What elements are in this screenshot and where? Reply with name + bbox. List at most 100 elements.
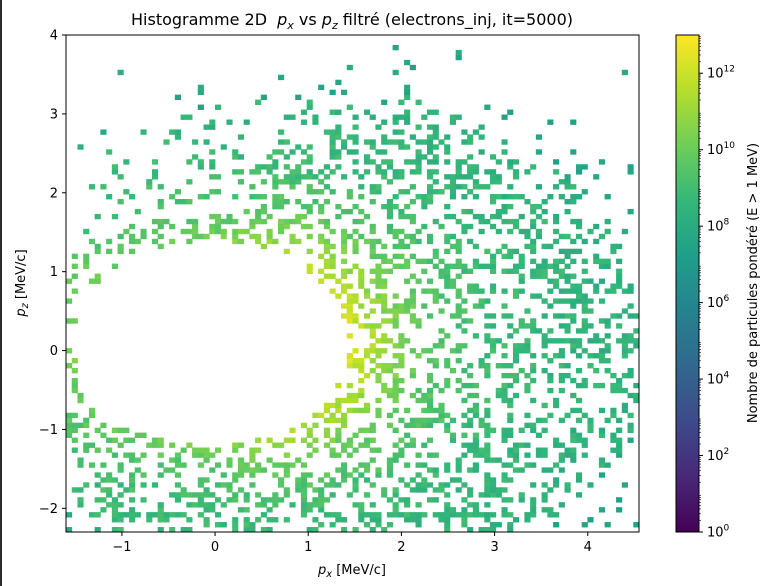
histogram-cell (455, 54, 462, 61)
histogram-cell (547, 507, 554, 513)
histogram-cell (444, 462, 451, 468)
histogram-cell (507, 527, 514, 532)
histogram-cell (306, 452, 313, 458)
histogram-cell (335, 278, 342, 284)
histogram-cell (472, 263, 479, 269)
histogram-cell (329, 243, 336, 250)
histogram-cell (381, 333, 388, 339)
histogram-cell (169, 223, 176, 230)
histogram-cell (386, 268, 394, 274)
histogram-cell (214, 104, 222, 110)
histogram-cell (564, 487, 571, 493)
histogram-cell (295, 238, 302, 245)
histogram-cell (421, 512, 428, 518)
histogram-cell (604, 228, 611, 235)
histogram-cell (266, 164, 273, 170)
histogram-cell (71, 318, 78, 324)
histogram-cell (203, 517, 210, 523)
histogram-cell (346, 358, 353, 364)
histogram-cell (237, 154, 245, 160)
histogram-cell (123, 159, 130, 165)
histogram-cell (426, 402, 434, 409)
histogram-cell (392, 139, 399, 145)
histogram-cell (558, 338, 565, 344)
histogram-cell (604, 318, 611, 324)
histogram-cell (341, 208, 348, 215)
histogram-cell (461, 208, 468, 215)
histogram-cell (587, 278, 594, 284)
y-axis-sub: z (20, 302, 31, 309)
histogram-cell (375, 263, 382, 269)
histogram-cell (444, 382, 451, 389)
histogram-cell (266, 497, 273, 503)
histogram-cell (432, 512, 439, 518)
histogram-cell (214, 174, 222, 180)
histogram-cell (598, 318, 606, 324)
histogram-cell (472, 288, 479, 294)
histogram-cell (278, 462, 285, 468)
histogram-cell (197, 89, 204, 96)
histogram-cell (352, 392, 359, 399)
histogram-cell (570, 427, 577, 433)
histogram-cell (404, 84, 411, 91)
histogram-cell (283, 437, 290, 443)
histogram-cell (484, 442, 491, 448)
histogram-cell (272, 159, 279, 165)
histogram-cell (392, 487, 399, 493)
histogram-cell (300, 159, 308, 165)
histogram-cell (621, 348, 628, 354)
histogram-cell (255, 164, 262, 170)
histogram-cell (358, 502, 365, 508)
histogram-cell (300, 462, 308, 468)
histogram-cell (329, 402, 336, 409)
histogram-cell (392, 363, 399, 369)
histogram-cell (621, 228, 628, 235)
histogram-cell (535, 228, 542, 235)
histogram-cell (444, 467, 451, 473)
histogram-cell (100, 477, 107, 483)
histogram-cell (260, 502, 267, 508)
histogram-cell (398, 387, 405, 394)
histogram-cell (363, 402, 371, 409)
histogram-cell (180, 447, 187, 453)
histogram-cell (621, 387, 628, 394)
histogram-cell (564, 253, 571, 260)
histogram-cell (381, 243, 388, 250)
histogram-cell (146, 442, 153, 448)
histogram-cell (300, 502, 308, 508)
histogram-cell (530, 258, 537, 265)
histogram-cell (369, 323, 376, 329)
histogram-cell (66, 422, 73, 429)
histogram-cell (575, 417, 583, 424)
histogram-cell (386, 164, 394, 170)
histogram-cell (495, 174, 502, 180)
histogram-cell (111, 527, 118, 532)
histogram-cell (432, 363, 439, 369)
histogram-cell (214, 189, 222, 195)
histogram-cell (449, 437, 457, 443)
histogram-cell (535, 328, 542, 334)
histogram-cell (415, 278, 422, 284)
histogram-cell (363, 512, 371, 518)
histogram-cell (363, 238, 371, 245)
histogram-cell (404, 442, 411, 448)
histogram-cell (169, 442, 176, 448)
x-tick-label: 3 (490, 540, 498, 555)
histogram-cell (518, 253, 525, 260)
histogram-cell (318, 477, 325, 483)
histogram-cell (547, 278, 554, 284)
histogram-cell (352, 502, 359, 508)
histogram-cell (455, 238, 462, 245)
histogram-cell (558, 417, 565, 424)
histogram-cell (490, 154, 497, 160)
y-axis-var: p (14, 308, 29, 317)
histogram-cell (518, 323, 525, 329)
histogram-cell (564, 174, 571, 180)
histogram-cell (421, 268, 428, 274)
histogram-cell (524, 338, 531, 344)
histogram-cell (363, 313, 371, 319)
histogram-cell (381, 174, 388, 180)
histogram-cell (341, 303, 348, 309)
histogram-cell (363, 159, 371, 165)
histogram-cell (598, 159, 606, 165)
